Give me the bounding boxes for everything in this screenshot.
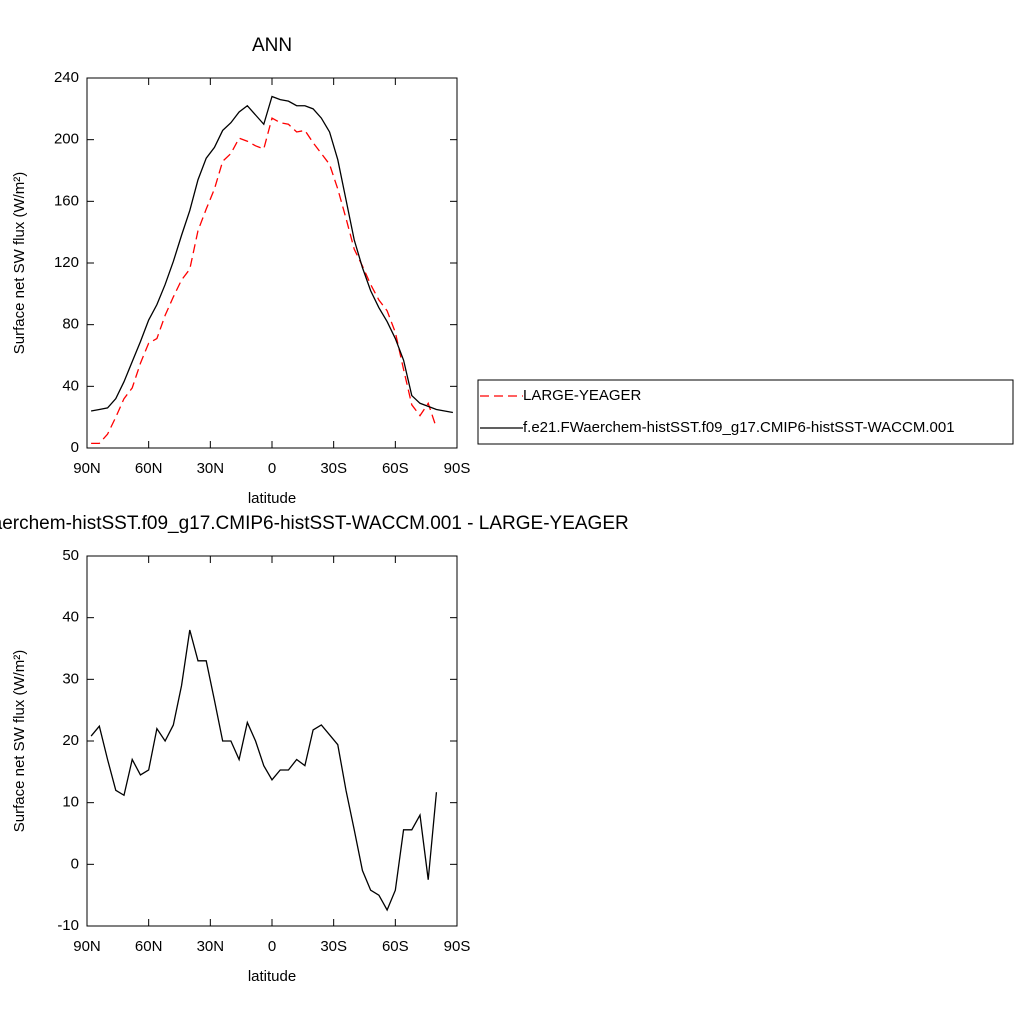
chart-title: f.e21.FWaerchem-histSST.f09_g17.CMIP6-hi… (0, 513, 629, 534)
x-tick-label: 60S (382, 460, 409, 477)
x-axis-label: latitude (248, 490, 296, 507)
y-tick-label: 80 (62, 316, 79, 333)
legend-label: f.e21.FWaerchem-histSST.f09_g17.CMIP6-hi… (523, 419, 955, 436)
x-tick-label: 60S (382, 938, 409, 955)
x-axis-label: latitude (248, 968, 296, 985)
data-line (90, 95, 454, 414)
x-tick-label: 60N (135, 460, 163, 477)
legend-box (477, 379, 1014, 445)
y-tick-label: 40 (62, 609, 79, 626)
y-tick-label: 160 (54, 192, 79, 209)
chart-title: ANN (252, 35, 292, 56)
y-tick-label: 20 (62, 732, 79, 749)
x-tick-label: 90S (444, 460, 471, 477)
y-tick-label: 40 (62, 377, 79, 394)
x-tick-label: 30N (197, 938, 225, 955)
legend-label: LARGE-YEAGER (523, 387, 642, 404)
y-tick-label: 120 (54, 254, 79, 271)
x-tick-label: 60N (135, 938, 163, 955)
x-tick-label: 90N (73, 938, 101, 955)
y-axis-label: Surface net SW flux (W/m²) (11, 172, 28, 355)
x-tick-label: 0 (268, 460, 276, 477)
y-tick-label: 50 (62, 547, 79, 564)
y-tick-label: 240 (54, 69, 79, 86)
x-tick-label: 30S (320, 460, 347, 477)
x-tick-label: 30S (320, 938, 347, 955)
y-tick-label: 30 (62, 670, 79, 687)
x-tick-label: 0 (268, 938, 276, 955)
y-tick-label: -10 (57, 917, 79, 934)
plot-frame (86, 555, 458, 927)
x-tick-label: 90S (444, 938, 471, 955)
y-tick-label: 0 (71, 855, 79, 872)
x-tick-label: 30N (197, 460, 225, 477)
y-axis-label: Surface net SW flux (W/m²) (11, 650, 28, 833)
x-tick-label: 90N (73, 460, 101, 477)
data-line (90, 629, 438, 912)
y-tick-label: 10 (62, 794, 79, 811)
y-tick-label: 200 (54, 131, 79, 148)
plot-frame (86, 77, 458, 449)
y-tick-label: 0 (71, 439, 79, 456)
data-line (91, 117, 438, 445)
